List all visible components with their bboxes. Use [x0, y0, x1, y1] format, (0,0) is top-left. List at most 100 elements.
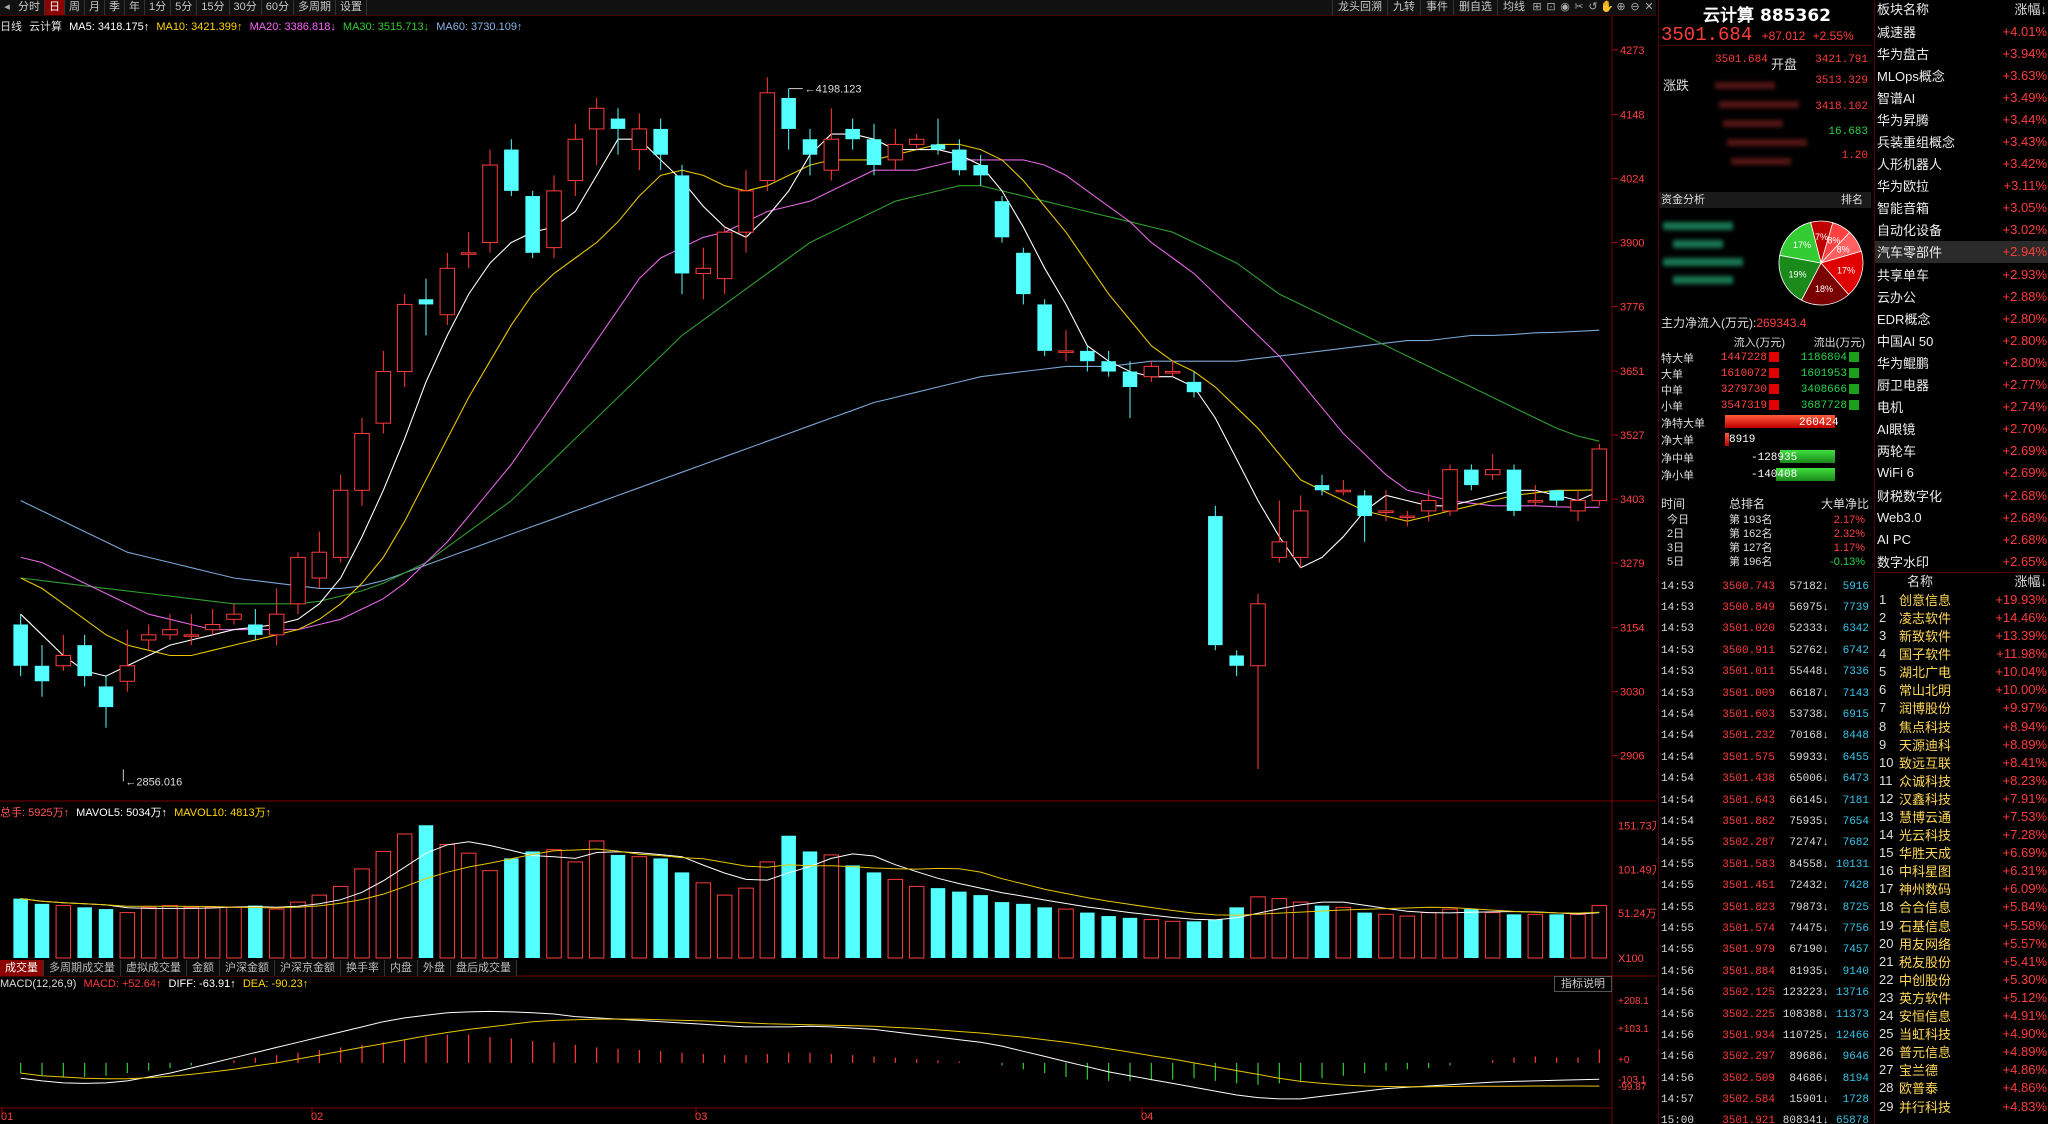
sector-row[interactable]: AI眼镜 +2.70% [1875, 418, 2048, 440]
capital-analysis-header[interactable]: 资金分析 排名 [1659, 192, 1871, 208]
sector-row[interactable]: 共享单车 +2.93% [1875, 263, 2048, 285]
sector-row[interactable]: 中国AI 50 +2.80% [1875, 329, 2048, 351]
stock-rank-row[interactable]: 1 创意信息 +19.93% [1875, 590, 2048, 608]
sector-row[interactable]: 智能音箱 +3.05% [1875, 197, 2048, 219]
period-tab[interactable]: 15分 [197, 0, 230, 15]
indicator-tab[interactable]: 外盘 [418, 960, 451, 976]
sector-row[interactable]: 数字水印 +2.65% [1875, 550, 2048, 572]
period-tab[interactable]: 分时 [14, 0, 45, 15]
stock-rank-row[interactable]: 8 焦点科技 +8.94% [1875, 717, 2048, 735]
sector-row[interactable]: 智谱AI +3.49% [1875, 86, 2048, 108]
sector-row[interactable]: AI PC +2.68% [1875, 528, 2048, 550]
stock-rank-row[interactable]: 10 致远互联 +8.41% [1875, 753, 2048, 771]
stock-rank-row[interactable]: 19 石基信息 +5.58% [1875, 916, 2048, 934]
period-tab[interactable]: 30分 [230, 0, 262, 15]
sector-row[interactable]: 财税数字化 +2.68% [1875, 484, 2048, 506]
sector-row[interactable]: 厨卫电器 +2.77% [1875, 374, 2048, 396]
stock-rank-row[interactable]: 12 汉鑫科技 +7.91% [1875, 789, 2048, 807]
toolbar-tool-button[interactable]: 事件 [1420, 0, 1453, 15]
sector-row[interactable]: 兵装重组概念 +3.43% [1875, 130, 2048, 152]
sector-row[interactable]: 自动化设备 +3.02% [1875, 219, 2048, 241]
stock-rank-row[interactable]: 5 湖北广电 +10.04% [1875, 663, 2048, 681]
period-tab[interactable]: 日 [45, 0, 65, 15]
stock-rank-row[interactable]: 25 当虹科技 +4.90% [1875, 1025, 2048, 1043]
toolbar-tool-button[interactable]: 九转 [1387, 0, 1420, 15]
indicator-tab[interactable]: 成交量 [0, 960, 44, 976]
period-tab[interactable]: 月 [85, 0, 105, 15]
sector-row[interactable]: 华为欧拉 +3.11% [1875, 175, 2048, 197]
stock-rank-row[interactable]: 27 宝兰德 +4.86% [1875, 1061, 2048, 1079]
toolbar-tool-button[interactable]: 均线 [1497, 0, 1530, 15]
indicator-tab[interactable]: 沪深京金额 [275, 960, 341, 976]
stock-rank-row[interactable]: 28 欧普泰 +4.86% [1875, 1079, 2048, 1097]
stock-rank-row[interactable]: 3 新致软件 +13.39% [1875, 627, 2048, 645]
stock-rank-row[interactable]: 15 华胜天成 +6.69% [1875, 844, 2048, 862]
indicator-help-button[interactable]: 指标说明 [1554, 976, 1612, 992]
indicator-tab[interactable]: 沪深金额 [220, 960, 275, 976]
grid-icon[interactable]: ⊞ [1532, 1, 1542, 13]
period-tab[interactable]: 1分 [145, 0, 172, 15]
sector-col-change[interactable]: 涨幅↓ [2014, 2, 2047, 17]
period-tab[interactable]: 设置 [336, 0, 367, 15]
stock-rank-row[interactable]: 20 用友网络 +5.57% [1875, 934, 2048, 952]
toolbar-tool-button[interactable]: 删自选 [1453, 0, 1497, 15]
toolbar-tool-button[interactable]: 龙头回溯 [1332, 0, 1387, 15]
indicator-tab[interactable]: 虚拟成交量 [121, 960, 187, 976]
period-tab[interactable]: 60分 [262, 0, 294, 15]
lock-icon[interactable]: ⊡ [1546, 1, 1556, 13]
trade-ticks-list[interactable]: 14:53 3500.743 57182↓ 5916 14:53 3500.849 5697… [1659, 576, 1871, 1124]
sector-row[interactable]: 华为昇腾 +3.44% [1875, 108, 2048, 130]
stock-rank-row[interactable]: 6 常山北明 +10.00% [1875, 681, 2048, 699]
hand-icon[interactable]: ✋ [1600, 1, 1614, 13]
stock-rank-row[interactable]: 4 国子软件 +11.98% [1875, 645, 2048, 663]
stock-rank-row[interactable]: 29 并行科技 +4.83% [1875, 1097, 2048, 1115]
sector-row[interactable]: 华为盘古 +3.94% [1875, 42, 2048, 64]
stock-rank-row[interactable]: 14 光云科技 +7.28% [1875, 826, 2048, 844]
indicator-tab[interactable]: 多周期成交量 [44, 960, 121, 976]
sector-row[interactable]: Web3.0 +2.68% [1875, 506, 2048, 528]
scissors-icon[interactable]: ✂ [1574, 1, 1584, 13]
stock-rank-row[interactable]: 24 安恒信息 +4.91% [1875, 1007, 2048, 1025]
stock-rank-row[interactable]: 23 英方软件 +5.12% [1875, 988, 2048, 1006]
indicator-tab[interactable]: 金额 [187, 960, 220, 976]
sector-row[interactable]: WiFi 6 +2.69% [1875, 462, 2048, 484]
stock-col-change[interactable]: 涨幅↓ [2014, 574, 2047, 590]
zoom-in-icon[interactable]: ⊕ [1616, 1, 1626, 13]
stock-rank-row[interactable]: 11 众诚科技 +8.23% [1875, 771, 2048, 789]
undo-icon[interactable]: ↺ [1588, 1, 1598, 13]
stock-rank-row[interactable]: 2 凌志软件 +14.46% [1875, 608, 2048, 626]
sector-row[interactable]: 减速器 +4.01% [1875, 20, 2048, 42]
stock-rank-row[interactable]: 26 普元信息 +4.89% [1875, 1043, 2048, 1061]
eye-icon[interactable]: ◉ [1560, 1, 1570, 13]
period-tab[interactable]: 多周期 [294, 0, 336, 15]
kline-chart[interactable]: 4273 4148 4024 3900 3776 3651 3527 3403 3279 3154… [0, 16, 1656, 1124]
zoom-out-icon[interactable]: ⊖ [1630, 1, 1640, 13]
period-tab[interactable]: 季 [105, 0, 125, 15]
indicator-tab[interactable]: 内盘 [385, 960, 418, 976]
stock-rank-row[interactable]: 18 合合信息 +5.84% [1875, 898, 2048, 916]
period-tab[interactable]: 年 [125, 0, 145, 15]
stock-rank-row[interactable]: 7 润博股份 +9.97% [1875, 699, 2048, 717]
stock-rank-row[interactable]: 16 中科星图 +6.31% [1875, 862, 2048, 880]
indicator-tab[interactable]: 盘后成交量 [451, 960, 517, 976]
capital-ranking-label[interactable]: 排名 [1841, 194, 1863, 206]
sector-row[interactable]: 汽车零部件 +2.94% [1875, 240, 2048, 264]
sector-row[interactable]: 电机 +2.74% [1875, 396, 2048, 418]
period-tab[interactable]: 周 [65, 0, 85, 15]
stock-rank-row[interactable]: 21 税友股份 +5.41% [1875, 952, 2048, 970]
indicator-tab[interactable]: 换手率 [341, 960, 385, 976]
sector-row[interactable]: 人形机器人 +3.42% [1875, 153, 2048, 175]
sector-col-name[interactable]: 板块名称 [1877, 2, 1930, 17]
sector-row[interactable]: EDR概念 +2.80% [1875, 307, 2048, 329]
sector-row[interactable]: 云办公 +2.88% [1875, 285, 2048, 307]
sector-row[interactable]: MLOps概念 +3.63% [1875, 64, 2048, 86]
stock-col-name[interactable]: 名称 [1907, 574, 1934, 590]
back-arrow-icon[interactable]: ◂ [4, 1, 10, 13]
stock-rank-row[interactable]: 17 神州数码 +6.09% [1875, 880, 2048, 898]
close-icon[interactable]: ✕ [1644, 1, 1654, 13]
period-tab[interactable]: 5分 [171, 0, 198, 15]
stock-rank-row[interactable]: 9 天源迪科 +8.89% [1875, 735, 2048, 753]
sector-row[interactable]: 华为鲲鹏 +2.80% [1875, 351, 2048, 373]
sector-row[interactable]: 两轮车 +2.69% [1875, 440, 2048, 462]
stock-rank-row[interactable]: 22 中创股份 +5.30% [1875, 970, 2048, 988]
